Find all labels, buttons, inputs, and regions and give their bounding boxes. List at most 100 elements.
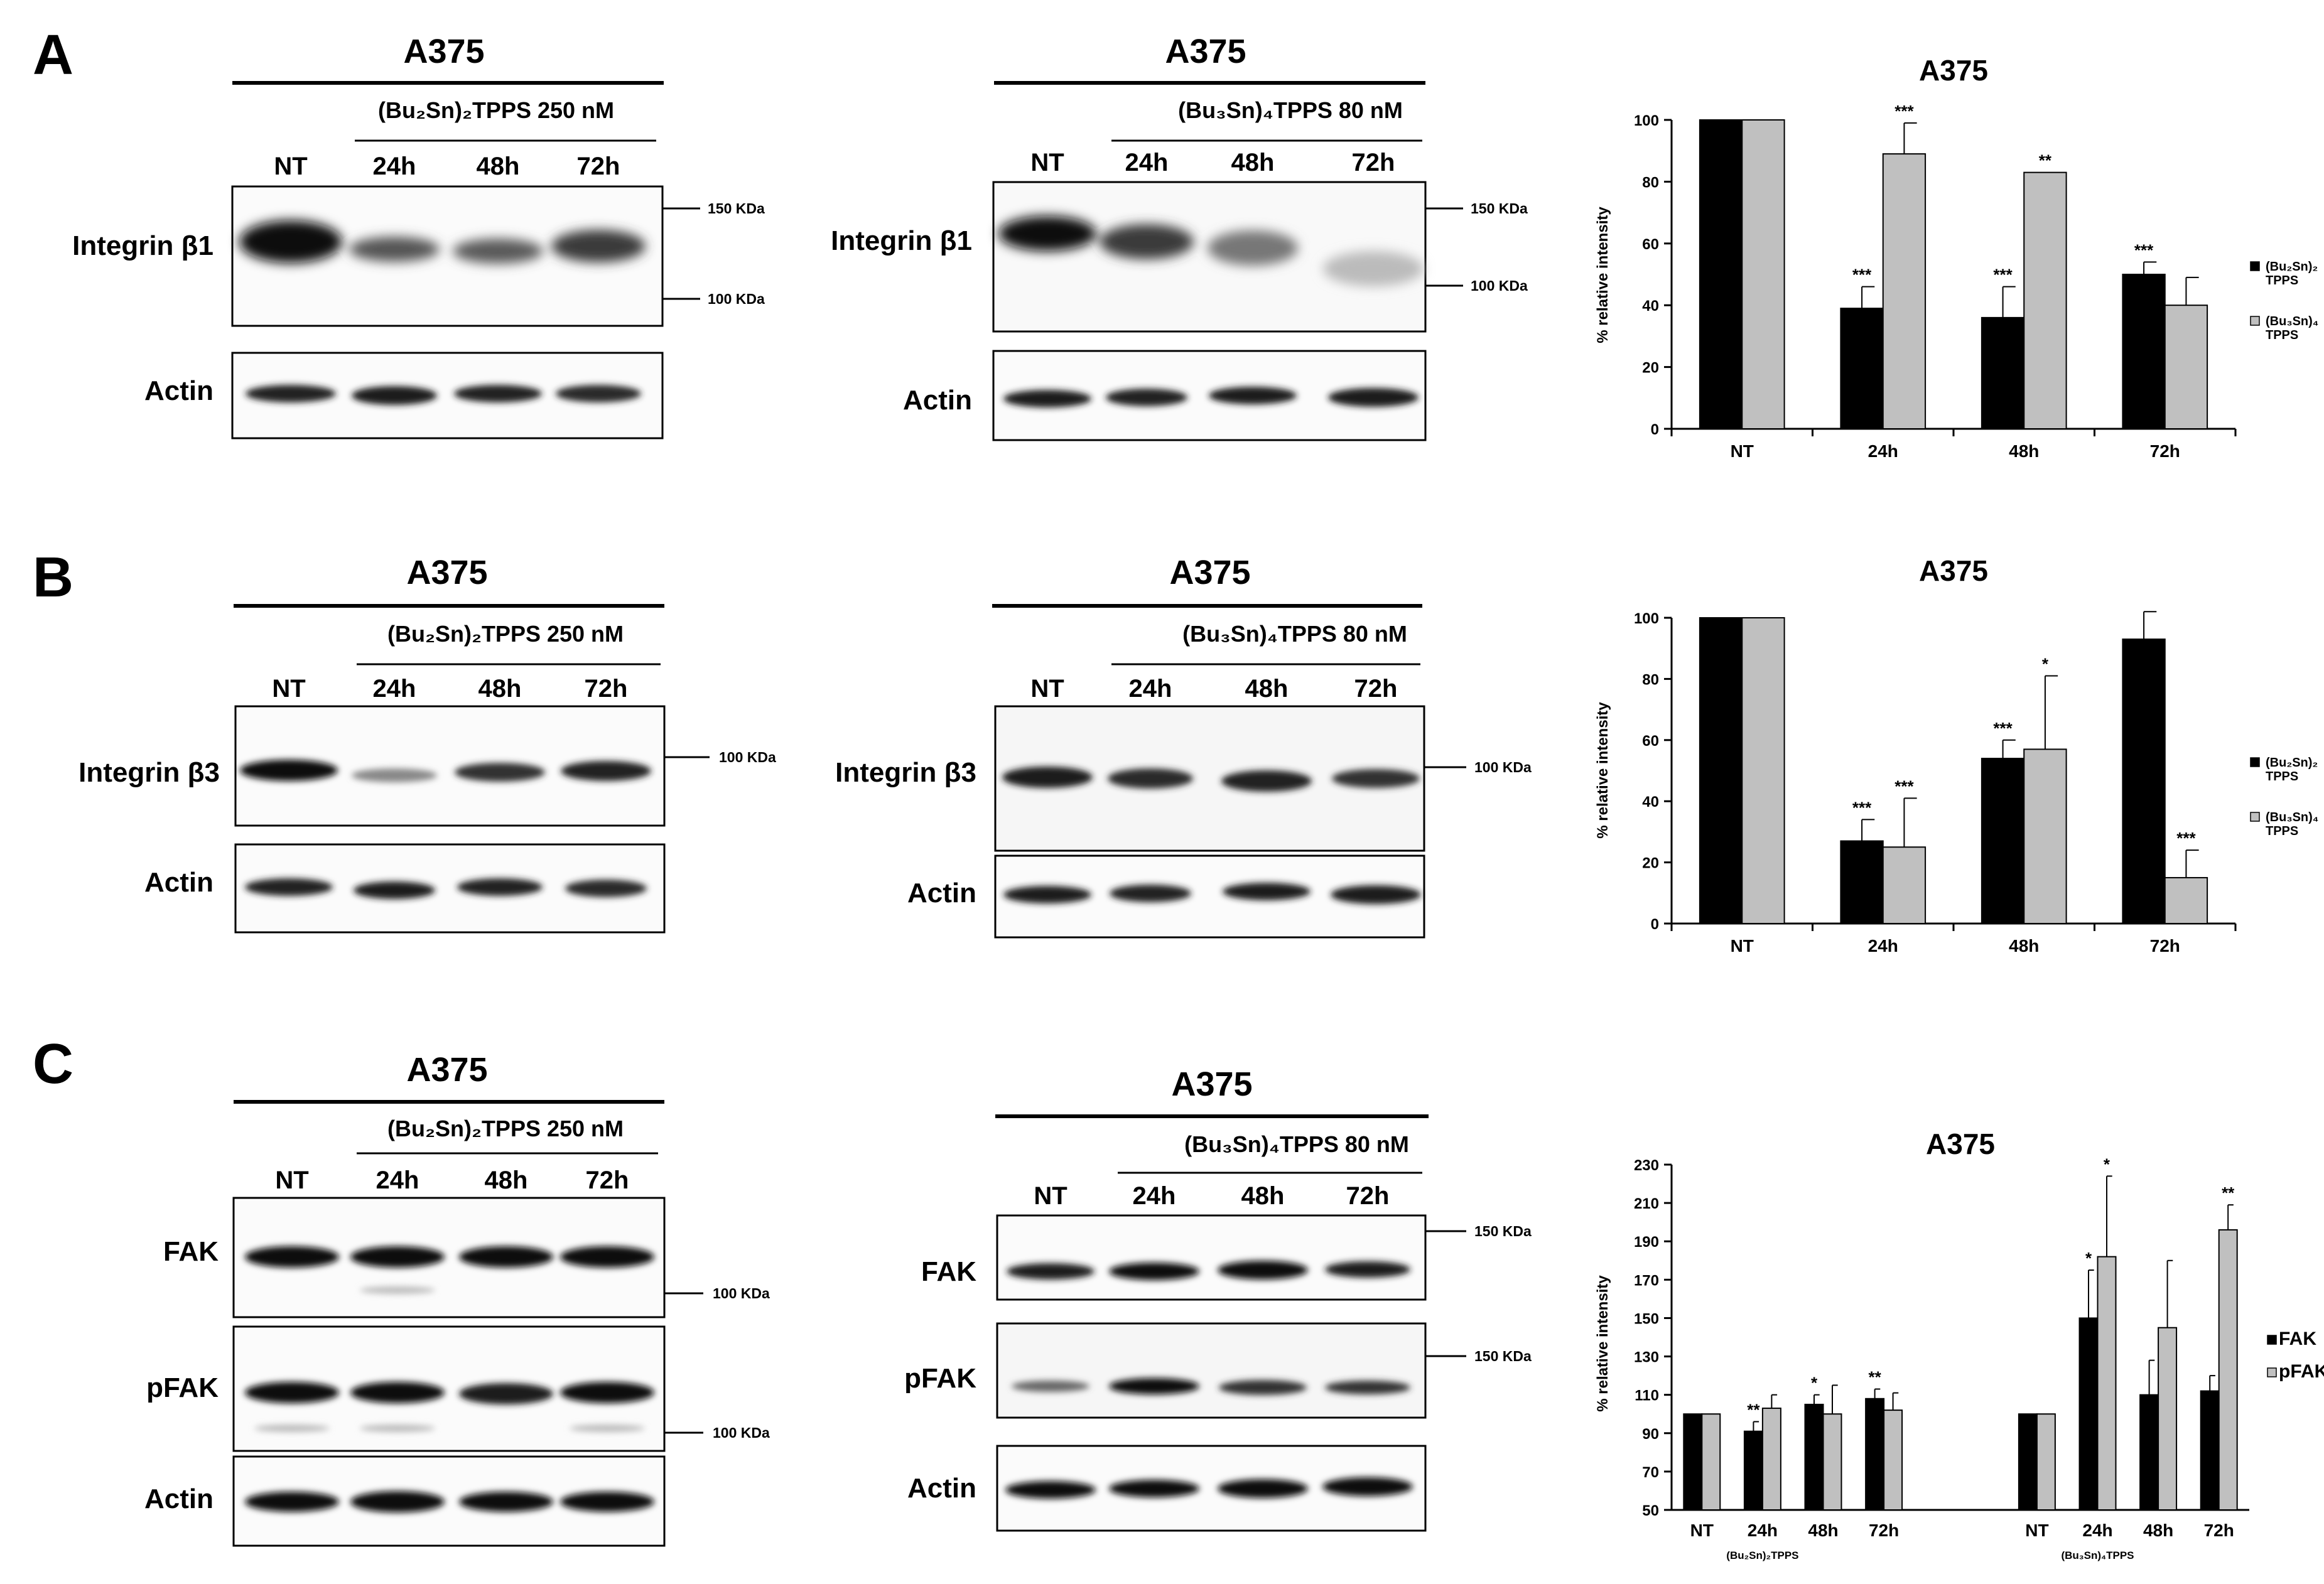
bar (2097, 1256, 2117, 1511)
y-tick-label: 230 (1634, 1157, 1659, 1174)
lane-24h: 24h (1125, 149, 1169, 176)
protein-label-fak: FAK (163, 1236, 219, 1267)
panel-label-c: C (33, 1033, 73, 1096)
panel-label-a: A (33, 24, 73, 87)
legend-label: (Bu₂Sn)₂ (2266, 756, 2318, 770)
y-tick-label: 40 (1642, 794, 1659, 811)
significance-label: ** (2222, 1183, 2235, 1202)
cell-line-label: A375 (406, 1051, 487, 1089)
chart-title: A375 (1919, 554, 1988, 587)
y-tick-label: 100 (1634, 112, 1659, 129)
panel-label-b: B (33, 546, 73, 609)
chart-title: A375 (1926, 1128, 1995, 1160)
legend-label: (Bu₂Sn)₂ (2266, 260, 2318, 274)
bar (1701, 1413, 1721, 1511)
legend-label-line2: TPPS (2266, 328, 2298, 342)
protein-label-actin: Actin (144, 867, 213, 898)
lane-48h: 48h (485, 1166, 528, 1194)
significance-label: *** (2176, 829, 2196, 848)
x-category-label: NT (1731, 441, 1754, 461)
y-tick-label: 110 (1635, 1387, 1659, 1404)
protein-label-actin: Actin (907, 878, 976, 908)
treatment-label: (Bu₂Sn)₂TPPS 250 nM (387, 1116, 624, 1141)
significance-label: *** (1852, 798, 1872, 817)
bar (1804, 1403, 1824, 1511)
chart-c: A375 % relative intensity 50 70 90 110 130 150 1… (1594, 1128, 2324, 1561)
legend-swatch (2250, 316, 2260, 326)
bar (1981, 758, 2025, 925)
legend-label-line2: TPPS (2266, 274, 2298, 288)
y-tick-label: 170 (1634, 1272, 1659, 1289)
y-tick-label: 60 (1642, 236, 1659, 253)
x-category-label: NT (1690, 1521, 1714, 1540)
x-category-label: 24h (1868, 441, 1898, 461)
x-category-label: 48h (1808, 1521, 1838, 1540)
y-axis-label: % relative intensity (1594, 207, 1611, 343)
marker-100kda: 100 KDa (713, 1285, 770, 1301)
legend-swatch (2250, 812, 2260, 822)
cell-line-label: A375 (1169, 554, 1250, 591)
lane-72h: 72h (586, 1166, 629, 1194)
protein-label-pfak: pFAK (146, 1372, 219, 1403)
y-axis-label: % relative intensity (1594, 1275, 1611, 1412)
marker-150kda: 150 KDa (708, 200, 765, 217)
protein-label-integrin-b3: Integrin β3 (78, 757, 220, 788)
bar (2078, 1317, 2099, 1511)
x-category-label: 48h (2009, 936, 2039, 956)
bar (2122, 274, 2166, 429)
x-category-label: 24h (1868, 936, 1898, 956)
bar (2218, 1229, 2238, 1511)
bar (2023, 748, 2067, 925)
protein-label-integrin-b1: Integrin β1 (72, 230, 213, 261)
lane-nt: NT (275, 1166, 308, 1194)
cell-line-label: A375 (1171, 1065, 1252, 1103)
blot-b-left: A375 (Bu₂Sn)₂TPPS 250 nM NT 24h 48h 72h … (78, 554, 776, 934)
significance-label: *** (1993, 266, 2013, 284)
bar (2164, 876, 2208, 924)
bar (2139, 1394, 2159, 1511)
x-category-label: 72h (2150, 441, 2180, 461)
y-tick-label: 50 (1642, 1502, 1659, 1519)
lane-48h: 48h (478, 675, 522, 703)
group-label: (Bu₃Sn)₄TPPS (2061, 1549, 2134, 1561)
lane-nt: NT (1030, 675, 1064, 703)
x-category-label: NT (1731, 936, 1754, 956)
protein-label-pfak: pFAK (904, 1363, 976, 1394)
x-category-label: NT (2025, 1521, 2048, 1540)
marker-100kda: 100 KDa (719, 749, 776, 765)
bar (2023, 171, 2067, 429)
significance-label: ** (1747, 1400, 1760, 1419)
x-category-label: 24h (1748, 1521, 1778, 1540)
lane-72h: 72h (1346, 1182, 1390, 1210)
lane-24h: 24h (1133, 1182, 1176, 1210)
bar (1840, 308, 1884, 429)
treatment-label: (Bu₂Sn)₂TPPS 250 nM (387, 621, 624, 647)
x-category-label: 48h (2143, 1521, 2173, 1540)
marker-100kda-2: 100 KDa (713, 1425, 770, 1441)
y-tick-label: 20 (1642, 360, 1659, 377)
y-tick-label: 210 (1634, 1195, 1659, 1212)
bar (2018, 1413, 2038, 1511)
chart-a: A375 % relative intensity 0 20 40 60 80 100 NT 24… (1594, 54, 2318, 461)
bar (1683, 1413, 1703, 1511)
blot-a-right: A375 (Bu₃Sn)₄TPPS 80 nM NT 24h 48h 72h I… (831, 33, 1528, 441)
cell-line-label: A375 (403, 33, 484, 70)
treatment-label: (Bu₃Sn)₄TPPS 80 nM (1182, 621, 1407, 647)
lane-72h: 72h (1354, 675, 1398, 703)
bar (1699, 119, 1743, 429)
legend-swatch (2267, 1335, 2277, 1345)
protein-label-actin: Actin (144, 1484, 213, 1514)
significance-label: *** (2134, 240, 2154, 259)
treatment-label: (Bu₃Sn)₄TPPS 80 nM (1178, 97, 1403, 123)
lane-nt: NT (1034, 1182, 1067, 1210)
lane-48h: 48h (1231, 149, 1275, 176)
y-axis-label: % relative intensity (1594, 702, 1611, 839)
bar (1699, 617, 1743, 924)
lane-48h: 48h (477, 153, 520, 180)
x-category-label: 24h (2082, 1521, 2112, 1540)
lane-72h: 72h (585, 675, 628, 703)
lane-24h: 24h (373, 153, 416, 180)
y-tick-label: 0 (1651, 421, 1659, 438)
legend-label: (Bu₃Sn)₄ (2266, 315, 2318, 328)
bar (1741, 617, 1785, 924)
